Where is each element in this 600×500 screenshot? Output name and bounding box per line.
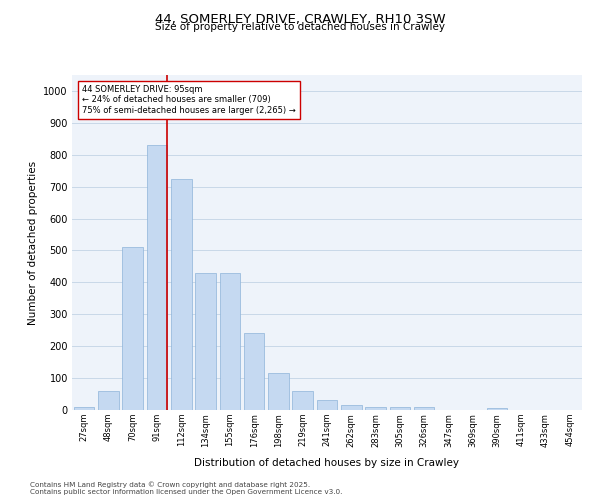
X-axis label: Distribution of detached houses by size in Crawley: Distribution of detached houses by size …	[194, 458, 460, 468]
Text: Size of property relative to detached houses in Crawley: Size of property relative to detached ho…	[155, 22, 445, 32]
Y-axis label: Number of detached properties: Number of detached properties	[28, 160, 38, 324]
Text: 44, SOMERLEY DRIVE, CRAWLEY, RH10 3SW: 44, SOMERLEY DRIVE, CRAWLEY, RH10 3SW	[155, 12, 445, 26]
Bar	[171, 178, 191, 410]
Bar	[317, 400, 337, 410]
Bar	[341, 405, 362, 410]
Bar	[389, 407, 410, 410]
Text: Contains HM Land Registry data © Crown copyright and database right 2025.: Contains HM Land Registry data © Crown c…	[30, 481, 310, 488]
Bar	[74, 407, 94, 410]
Bar	[146, 145, 167, 410]
Bar	[244, 334, 265, 410]
Bar	[414, 408, 434, 410]
Bar	[195, 273, 216, 410]
Text: 44 SOMERLEY DRIVE: 95sqm
← 24% of detached houses are smaller (709)
75% of semi-: 44 SOMERLEY DRIVE: 95sqm ← 24% of detach…	[82, 85, 296, 115]
Bar	[220, 273, 240, 410]
Bar	[365, 407, 386, 410]
Text: Contains public sector information licensed under the Open Government Licence v3: Contains public sector information licen…	[30, 489, 343, 495]
Bar	[268, 374, 289, 410]
Bar	[292, 391, 313, 410]
Bar	[122, 248, 143, 410]
Bar	[98, 391, 119, 410]
Bar	[487, 408, 508, 410]
